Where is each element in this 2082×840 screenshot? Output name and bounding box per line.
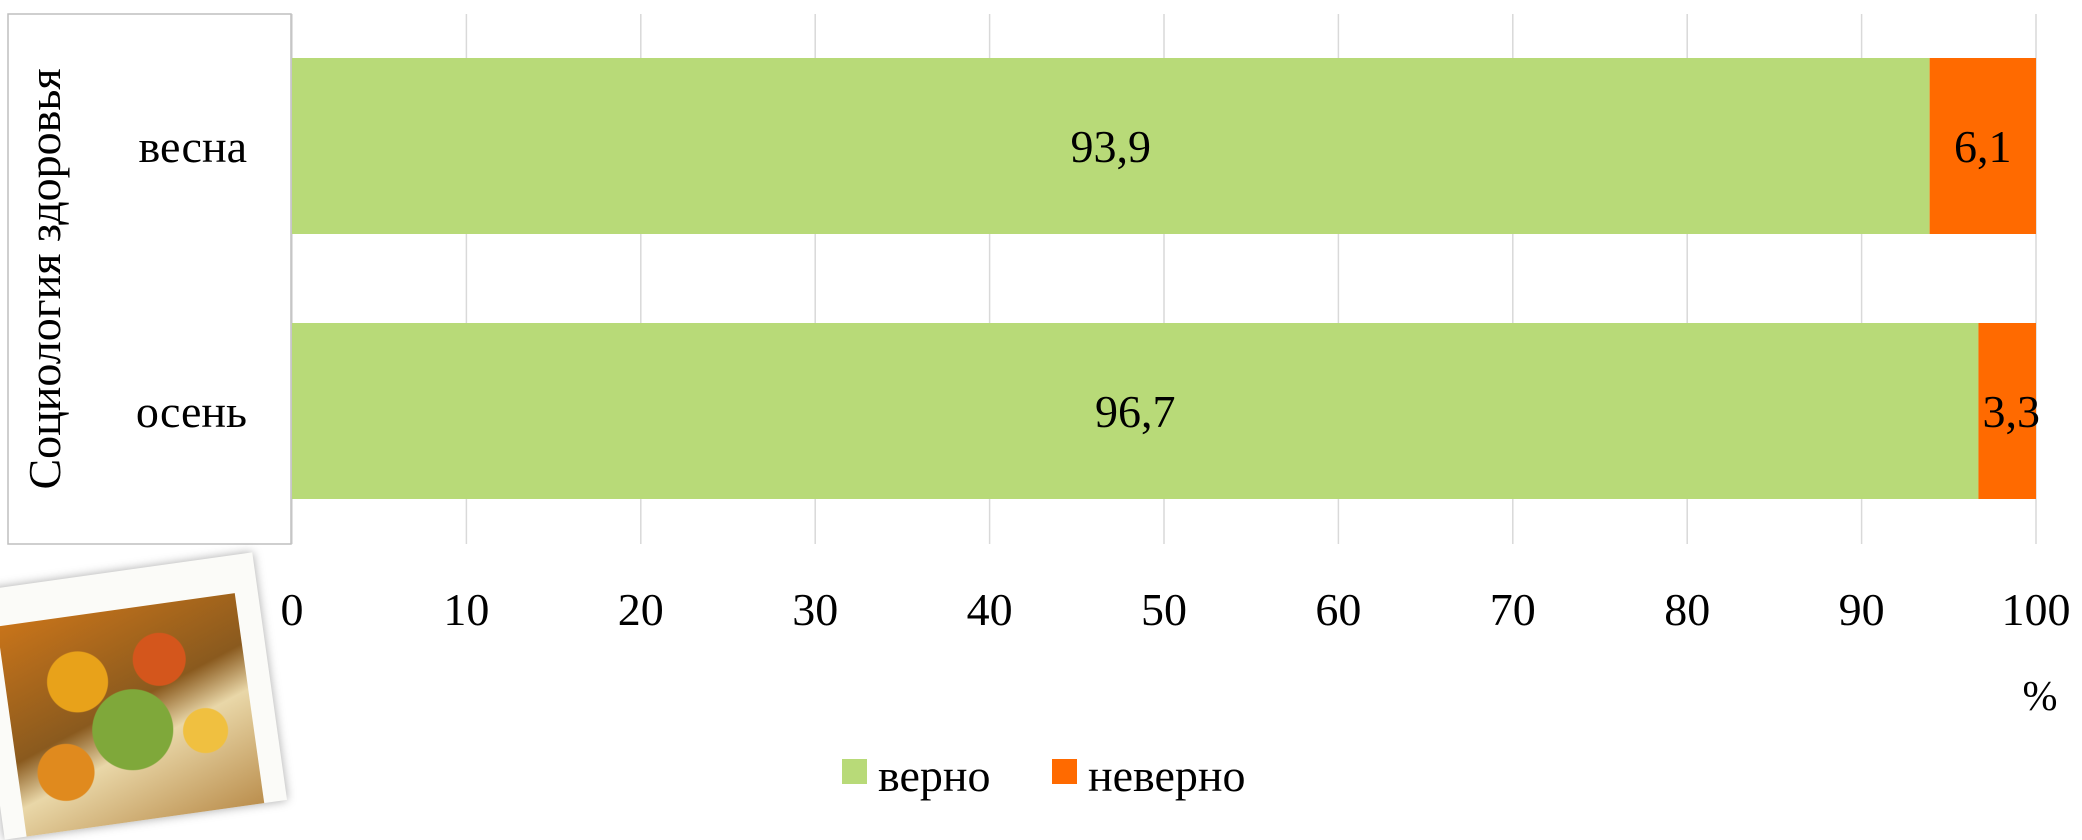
x-tick-label: 30: [792, 584, 838, 635]
x-tick-labels: 0 10 20 30 40 50 60 70 80 90 100: [281, 584, 2071, 635]
category-label: осень: [136, 386, 247, 437]
x-tick-label: 70: [1490, 584, 1536, 635]
bar-неверно: [1978, 323, 2036, 499]
data-label: 6,1: [1954, 121, 2012, 172]
x-tick-label: 40: [967, 584, 1013, 635]
data-label: 3,3: [1983, 386, 2041, 437]
bars: [292, 58, 2036, 499]
legend-swatch: [842, 759, 867, 784]
x-axis-label: %: [2023, 674, 2058, 720]
data-label: 93,9: [1071, 121, 1152, 172]
data-labels: 93,9 6,1 96,7 3,3: [1071, 121, 2040, 437]
x-tick-label: 80: [1664, 584, 1710, 635]
category-frame: [7, 13, 292, 545]
x-tick-label: 50: [1141, 584, 1187, 635]
legend: верно неверно: [842, 750, 1246, 801]
x-tick-label: 100: [2002, 584, 2071, 635]
photo-image: [0, 593, 266, 840]
group-label: Социология здоровья: [19, 68, 70, 489]
x-tick-label: 10: [443, 584, 489, 635]
x-tick-label: 20: [618, 584, 664, 635]
category-box: Социология здоровья весна осень: [7, 13, 292, 545]
bar-неверно: [1929, 58, 2036, 234]
x-tick-label: 90: [1839, 584, 1885, 635]
data-label: 96,7: [1095, 386, 1176, 437]
legend-label: верно: [878, 750, 990, 801]
x-tick-label: 60: [1315, 584, 1361, 635]
autumn-leaves-book-photo-icon: [0, 552, 288, 840]
legend-swatch: [1052, 759, 1077, 784]
bar-верно: [292, 58, 1930, 234]
legend-label: неверно: [1088, 750, 1246, 801]
x-tick-label: 0: [281, 584, 304, 635]
category-label: весна: [139, 121, 247, 172]
bar-верно: [292, 323, 1979, 499]
stacked-bar-chart: 93,9 6,1 96,7 3,3 Социология здоровья весна о…: [7, 13, 2071, 801]
